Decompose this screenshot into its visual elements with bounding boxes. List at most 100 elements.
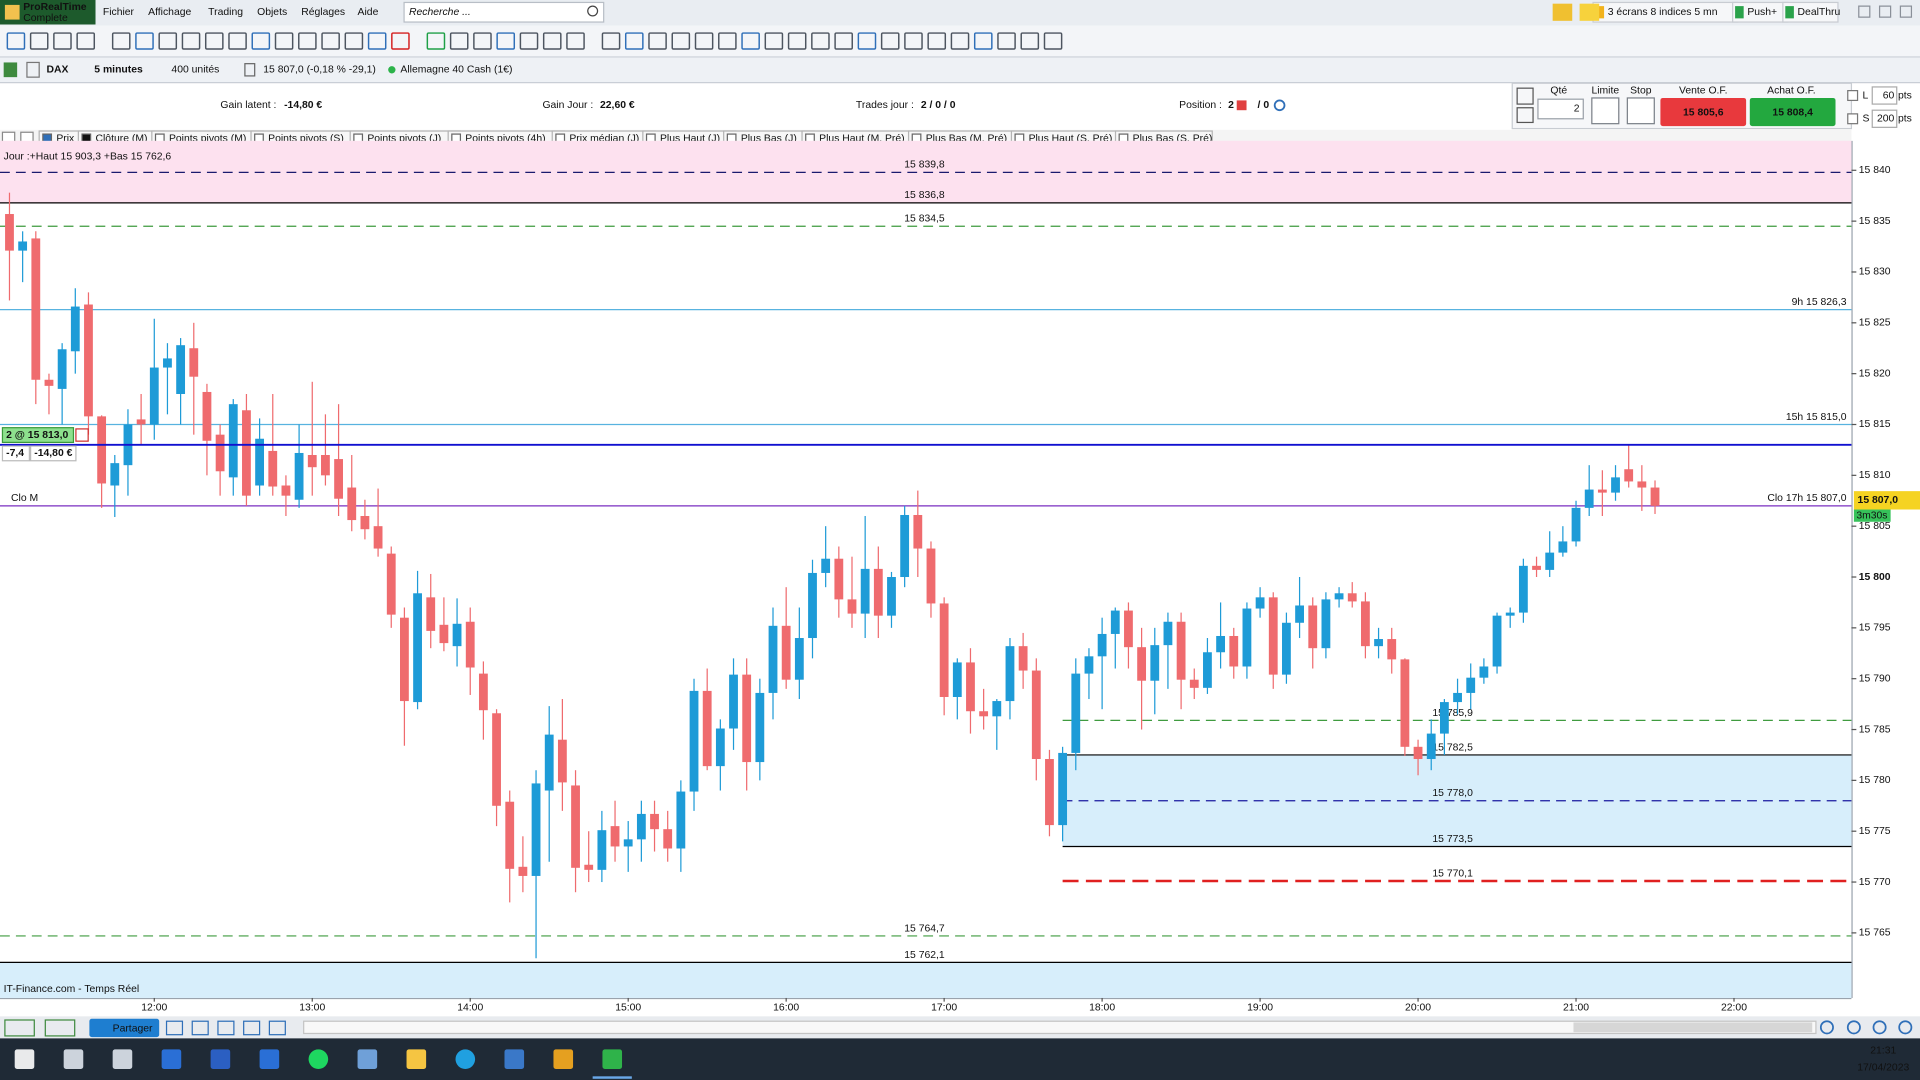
sell-price[interactable]: 15 805,6 <box>1683 107 1724 118</box>
instrument-period[interactable]: 5 minutes <box>94 65 143 76</box>
share-button[interactable] <box>89 1018 160 1038</box>
indicator-label[interactable]: Points pivots (J) <box>367 134 441 145</box>
bottom-tool[interactable] <box>4 1019 35 1037</box>
tool-icon[interactable] <box>181 32 201 50</box>
menu-right-item[interactable]: DealThru <box>1798 7 1841 18</box>
indicator-label[interactable]: Prix <box>56 134 75 145</box>
instrument-units[interactable]: 400 unités <box>171 65 219 76</box>
menu-item[interactable]: Affichage <box>148 7 191 18</box>
indicator-label[interactable]: Points pivots (S) <box>268 134 344 145</box>
menu-item[interactable]: Aide <box>358 7 379 18</box>
tool-icon[interactable] <box>274 32 294 50</box>
taskbar-icon[interactable] <box>210 1049 231 1069</box>
tool-icon[interactable] <box>542 32 562 50</box>
tool-icon[interactable] <box>111 32 131 50</box>
indicator-label[interactable]: Plus Haut (J) <box>660 134 720 145</box>
tool-icon[interactable] <box>787 32 807 50</box>
window-icon[interactable] <box>1579 3 1600 21</box>
menu-item[interactable]: Objets <box>257 7 287 18</box>
window-icon[interactable] <box>1552 3 1573 21</box>
search-box[interactable] <box>403 1 605 23</box>
menu-right-button[interactable] <box>1782 1 1839 23</box>
bottom-tool[interactable] <box>165 1020 184 1036</box>
window-control[interactable] <box>1878 5 1892 18</box>
sell-button[interactable] <box>1660 97 1747 127</box>
tool-icon[interactable] <box>718 32 737 50</box>
l-input[interactable] <box>1871 86 1898 105</box>
buy-button[interactable] <box>1749 97 1836 127</box>
window-control[interactable] <box>1899 5 1913 18</box>
bottom-tool[interactable] <box>217 1020 235 1036</box>
tool-icon[interactable] <box>950 32 970 50</box>
bottom-tool[interactable] <box>191 1020 209 1036</box>
taskbar-icon[interactable] <box>112 1049 133 1069</box>
tool-icon[interactable] <box>811 32 830 50</box>
zoom-tool[interactable] <box>1819 1020 1834 1035</box>
stop-button[interactable] <box>1626 97 1655 125</box>
tool-icon[interactable] <box>624 32 644 50</box>
scrollbar[interactable] <box>303 1020 1817 1035</box>
tool-icon[interactable] <box>29 32 49 50</box>
position-close[interactable] <box>75 428 89 442</box>
indicator-label[interactable]: Plus Haut (S, Pré) <box>1029 134 1113 145</box>
taskbar-icon[interactable] <box>553 1049 574 1069</box>
share-label[interactable]: Partager <box>113 1023 153 1034</box>
indicator-label[interactable]: Plus Haut (M, Pré) <box>819 134 904 145</box>
tool-icon[interactable] <box>53 32 72 50</box>
tool-icon[interactable] <box>76 32 96 50</box>
tool-icon[interactable] <box>927 32 947 50</box>
tool-icon[interactable] <box>764 32 784 50</box>
taskbar-icon[interactable] <box>455 1049 476 1069</box>
checkbox[interactable] <box>1847 90 1859 102</box>
tool-icon[interactable] <box>391 32 410 50</box>
bottom-tool[interactable] <box>44 1019 76 1037</box>
taskbar-icon[interactable] <box>602 1049 623 1069</box>
indicator-label[interactable]: Plus Bas (M, Pré) <box>926 134 1007 145</box>
zoom-tool[interactable] <box>1872 1020 1887 1035</box>
tool-icon[interactable] <box>741 32 760 50</box>
instrument-symbol[interactable]: DAX <box>47 65 69 76</box>
indicator-label[interactable]: Clôture (M) <box>96 134 148 145</box>
tool-icon[interactable] <box>449 32 469 50</box>
tool-icon[interactable] <box>601 32 621 50</box>
menu-right-item[interactable]: 3 écrans 8 indices 5 mn <box>1608 7 1718 18</box>
instrument-quote[interactable]: 15 807,0 (-0,18 % -29,1) <box>263 65 376 76</box>
tool-icon[interactable] <box>158 32 178 50</box>
tool-icon[interactable] <box>135 32 154 50</box>
taskbar-icon[interactable] <box>406 1049 427 1069</box>
tool-icon[interactable] <box>904 32 923 50</box>
tool-icon[interactable] <box>496 32 516 50</box>
checkbox[interactable] <box>1847 113 1859 125</box>
zoom-tool[interactable] <box>1846 1020 1861 1035</box>
taskbar-icon[interactable] <box>308 1049 329 1069</box>
limit-button[interactable] <box>1591 97 1620 125</box>
tool-icon[interactable] <box>519 32 539 50</box>
tool-icon[interactable] <box>566 32 585 50</box>
settings-icon[interactable] <box>1273 99 1286 112</box>
tool-icon[interactable] <box>321 32 340 50</box>
tool-icon[interactable] <box>1020 32 1040 50</box>
taskbar-icon[interactable] <box>504 1049 525 1069</box>
menu-item[interactable]: Réglages <box>301 7 345 18</box>
taskbar-icon[interactable] <box>63 1049 84 1069</box>
indicator-label[interactable]: Prix médian (J) <box>569 134 639 145</box>
tool-icon[interactable] <box>997 32 1016 50</box>
tool-icon[interactable] <box>426 32 446 50</box>
tool-icon[interactable] <box>671 32 691 50</box>
buy-price[interactable]: 15 808,4 <box>1772 107 1813 118</box>
menu-right-item[interactable]: Push+ <box>1747 7 1777 18</box>
order-tool[interactable] <box>1516 87 1534 105</box>
tool-icon[interactable] <box>6 32 26 50</box>
tool-icon[interactable] <box>367 32 387 50</box>
tool-icon[interactable] <box>228 32 247 50</box>
order-tool[interactable] <box>1516 107 1534 124</box>
tool-icon[interactable] <box>473 32 492 50</box>
tool-icon[interactable] <box>298 32 317 50</box>
taskbar-icon[interactable] <box>161 1049 182 1069</box>
indicator-label[interactable]: Points pivots (4h) <box>465 134 545 145</box>
instrument-name[interactable]: Allemagne 40 Cash (1€) <box>400 65 512 76</box>
taskbar-icon[interactable] <box>14 1049 35 1069</box>
tool-icon[interactable] <box>344 32 364 50</box>
tool-icon[interactable] <box>694 32 714 50</box>
scroll-thumb[interactable] <box>1573 1022 1813 1033</box>
